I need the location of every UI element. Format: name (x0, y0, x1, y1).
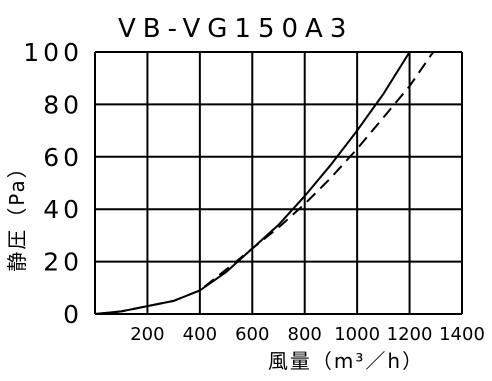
x-tick-label: 1200 (387, 324, 433, 345)
y-tick-label: 0 (63, 300, 83, 329)
grid (94, 51, 463, 315)
y-tick-label: 40 (43, 195, 83, 224)
y-tick-label: 100 (23, 38, 83, 67)
x-axis-label: 風量（m³／h） (268, 349, 424, 373)
series-line-dashed (94, 51, 435, 315)
x-tick-label: 1400 (439, 324, 485, 345)
plot-series (94, 51, 435, 315)
x-tick-label: 200 (130, 324, 164, 345)
x-tick-label: 800 (288, 324, 322, 345)
x-tick-label: 1000 (334, 324, 380, 345)
chart-title: VB-VG150A3 (118, 14, 353, 44)
y-tick-label: 60 (43, 143, 83, 172)
y-axis-label: 静圧（Pa） (5, 156, 29, 271)
x-tick-labels: 200 400 600 800 1000 1200 1400 (130, 324, 485, 345)
x-tick-label: 600 (235, 324, 269, 345)
y-tick-labels: 100 80 60 40 20 0 (23, 38, 83, 329)
x-tick-label: 400 (183, 324, 217, 345)
y-tick-label: 20 (43, 248, 83, 277)
y-tick-label: 80 (43, 90, 83, 119)
